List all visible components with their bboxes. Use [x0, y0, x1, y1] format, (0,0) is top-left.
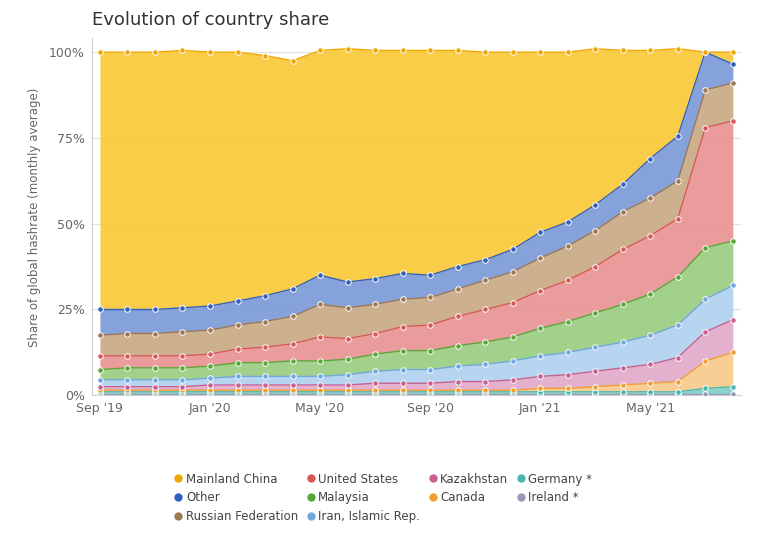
Legend: Mainland China, Other, Russian Federation, United States, Malaysia, Iran, Islami: Mainland China, Other, Russian Federatio… — [176, 473, 592, 523]
Y-axis label: Share of global hashrate (monthly average): Share of global hashrate (monthly averag… — [28, 87, 40, 346]
Text: Evolution of country share: Evolution of country share — [92, 10, 329, 29]
